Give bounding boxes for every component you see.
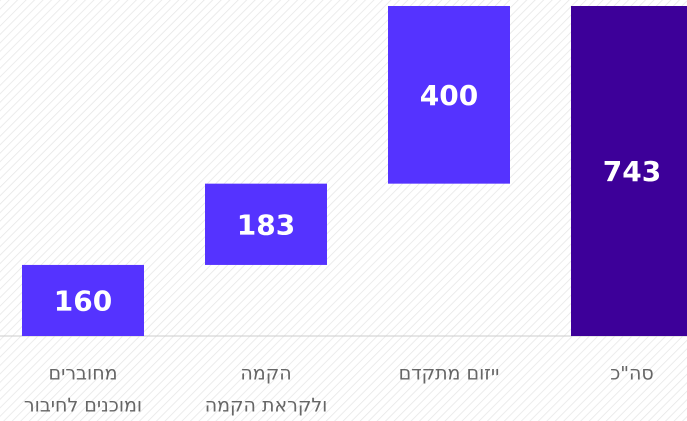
bar (388, 6, 510, 184)
x-tick-label: ייזום מתקדם (399, 363, 500, 385)
x-tick-label: הקמה (240, 363, 291, 385)
x-tick-label: מחוברים (48, 363, 117, 385)
value-label: 400 (420, 79, 478, 112)
bar (22, 264, 144, 336)
value-label: 183 (237, 208, 295, 241)
value-label: 743 (603, 155, 661, 188)
bar (205, 183, 327, 265)
x-tick-label: ומוכנים לחיבור (24, 395, 142, 417)
bar (571, 6, 687, 336)
x-tick-label: סה"כ (610, 363, 654, 385)
value-label: 160 (54, 284, 112, 317)
x-tick-label: ולקראת הקמה (205, 395, 328, 417)
